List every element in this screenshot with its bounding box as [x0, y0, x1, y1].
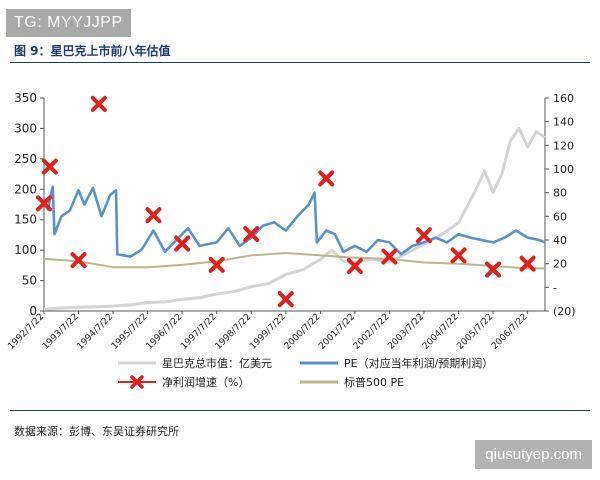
x-axis-tick-label: 2002/7/22 [352, 312, 392, 352]
legend-label: PE（对应当年利润/预期利润） [344, 356, 493, 370]
x-axis-tick-label: 1993/7/22 [41, 312, 81, 352]
source-divider [10, 410, 590, 411]
x-axis-tick-label: 1999/7/22 [248, 312, 288, 352]
legend-marker [130, 375, 144, 389]
left-axis-tick-label: 200 [14, 182, 37, 196]
growth-marker [36, 195, 52, 212]
growth-marker-stroke [381, 248, 398, 265]
growth-marker [277, 291, 294, 308]
right-axis-tick-label: 60 [553, 210, 567, 223]
x-axis-tick-label: 1997/7/22 [179, 312, 219, 352]
growth-marker [145, 207, 162, 224]
growth-marker-stroke [70, 252, 87, 269]
growth-marker-stroke [36, 195, 52, 212]
legend-label: 星巴克总市值：亿美元 [162, 356, 272, 370]
growth-marker-stroke [277, 291, 294, 308]
growth-marker-stroke [41, 158, 58, 175]
title-divider [10, 62, 590, 63]
x-axis-ticks: 1992/7/221993/7/221994/7/221995/7/221996… [6, 311, 530, 352]
right-axis-tick-label: 100 [553, 163, 574, 176]
growth-marker [519, 255, 536, 272]
watermark-top-left: TG: MYYJJPP [6, 9, 131, 37]
right-axis-tick-label: 40 [553, 234, 567, 247]
growth-marker-stroke [208, 256, 225, 273]
series-line-0 [43, 126, 546, 311]
right-axis-tick-label: 120 [553, 139, 574, 152]
growth-marker [208, 256, 225, 273]
watermark-bottom-right: qiusutyep.com [475, 440, 592, 469]
right-axis-tick-label: 160 [553, 92, 574, 105]
x-axis-tick-label: 1995/7/22 [110, 312, 150, 352]
left-axis-tick-label: 150 [14, 213, 37, 227]
right-axis-tick-label: 20 [553, 258, 567, 271]
growth-marker-stroke [450, 247, 467, 264]
growth-marker-stroke [145, 207, 162, 224]
growth-marker [243, 226, 260, 243]
x-axis-tick-label: 2000/7/22 [283, 312, 323, 352]
right-axis-tick-label: 140 [553, 116, 574, 129]
x-axis-tick-label: 1994/7/22 [75, 312, 115, 352]
growth-marker [450, 247, 467, 264]
growth-marker-stroke [485, 261, 502, 278]
growth-marker-stroke [415, 227, 432, 244]
growth-marker-stroke [346, 258, 363, 275]
source-note: 数据来源：彭博、东吴证券研究所 [14, 425, 179, 438]
left-axis-tick-label: 300 [14, 121, 37, 135]
x-axis-tick-label: 1996/7/22 [145, 312, 185, 352]
growth-marker [346, 258, 363, 275]
right-axis-tick-label: 80 [553, 187, 567, 200]
chart-series [36, 95, 546, 311]
x-axis-tick-label: 1992/7/22 [6, 312, 46, 352]
x-axis-tick-label: 2006/7/22 [490, 312, 530, 352]
chart-legend: 星巴克总市值：亿美元 PE（对应当年利润/预期利润） 净利润增速（%） 标普500 P… [118, 356, 493, 389]
right-axis-tick-label: (20) [553, 305, 576, 318]
figure-title: 图 9：星巴克上市前八年估值 [14, 44, 171, 58]
x-axis-tick-label: 2004/7/22 [421, 312, 461, 352]
growth-marker [174, 235, 191, 252]
growth-marker-stroke [519, 255, 536, 272]
growth-marker [70, 252, 87, 269]
x-axis-tick-label: 2005/7/22 [455, 312, 495, 352]
growth-marker-stroke [174, 235, 191, 252]
legend-label: 标普500 PE [344, 375, 404, 389]
growth-marker [415, 227, 432, 244]
growth-marker-stroke [243, 226, 260, 243]
x-axis-tick-label: 1998/7/22 [214, 312, 254, 352]
left-axis-tick-label: 350 [14, 91, 37, 105]
growth-marker-stroke [318, 170, 335, 187]
left-axis-tick-label: 250 [14, 152, 37, 166]
growth-marker [41, 158, 58, 175]
growth-marker [90, 95, 107, 112]
growth-marker [485, 261, 502, 278]
left-axis-tick-label: 0 [29, 304, 37, 318]
growth-marker [381, 248, 398, 265]
growth-marker [318, 170, 335, 187]
growth-marker-stroke [90, 95, 107, 112]
right-axis-tick-label: - [553, 281, 557, 294]
x-axis-tick-label: 2003/7/22 [386, 312, 426, 352]
left-axis-tick-label: 100 [14, 243, 37, 257]
series-line-1 [42, 185, 546, 258]
x-axis-tick-label: 2001/7/22 [317, 312, 357, 352]
legend-label: 净利润增速（%） [162, 375, 249, 389]
series-line-3 [43, 252, 545, 270]
left-axis-tick-label: 50 [22, 274, 37, 288]
chart-axes: 0 50 100 150 200 250 300 350 (20) - 20 40 60 80 100 120… [14, 91, 576, 318]
